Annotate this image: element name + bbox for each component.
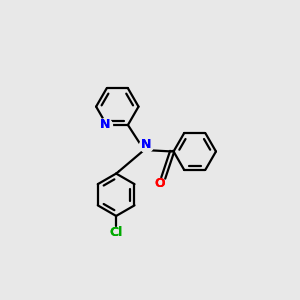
Text: O: O: [154, 177, 165, 190]
Text: O: O: [154, 177, 165, 190]
Text: N: N: [100, 118, 110, 131]
Text: N: N: [140, 139, 151, 152]
Text: N: N: [100, 118, 110, 131]
Text: Cl: Cl: [110, 226, 123, 238]
Text: N: N: [140, 139, 151, 152]
Text: Cl: Cl: [110, 226, 123, 238]
